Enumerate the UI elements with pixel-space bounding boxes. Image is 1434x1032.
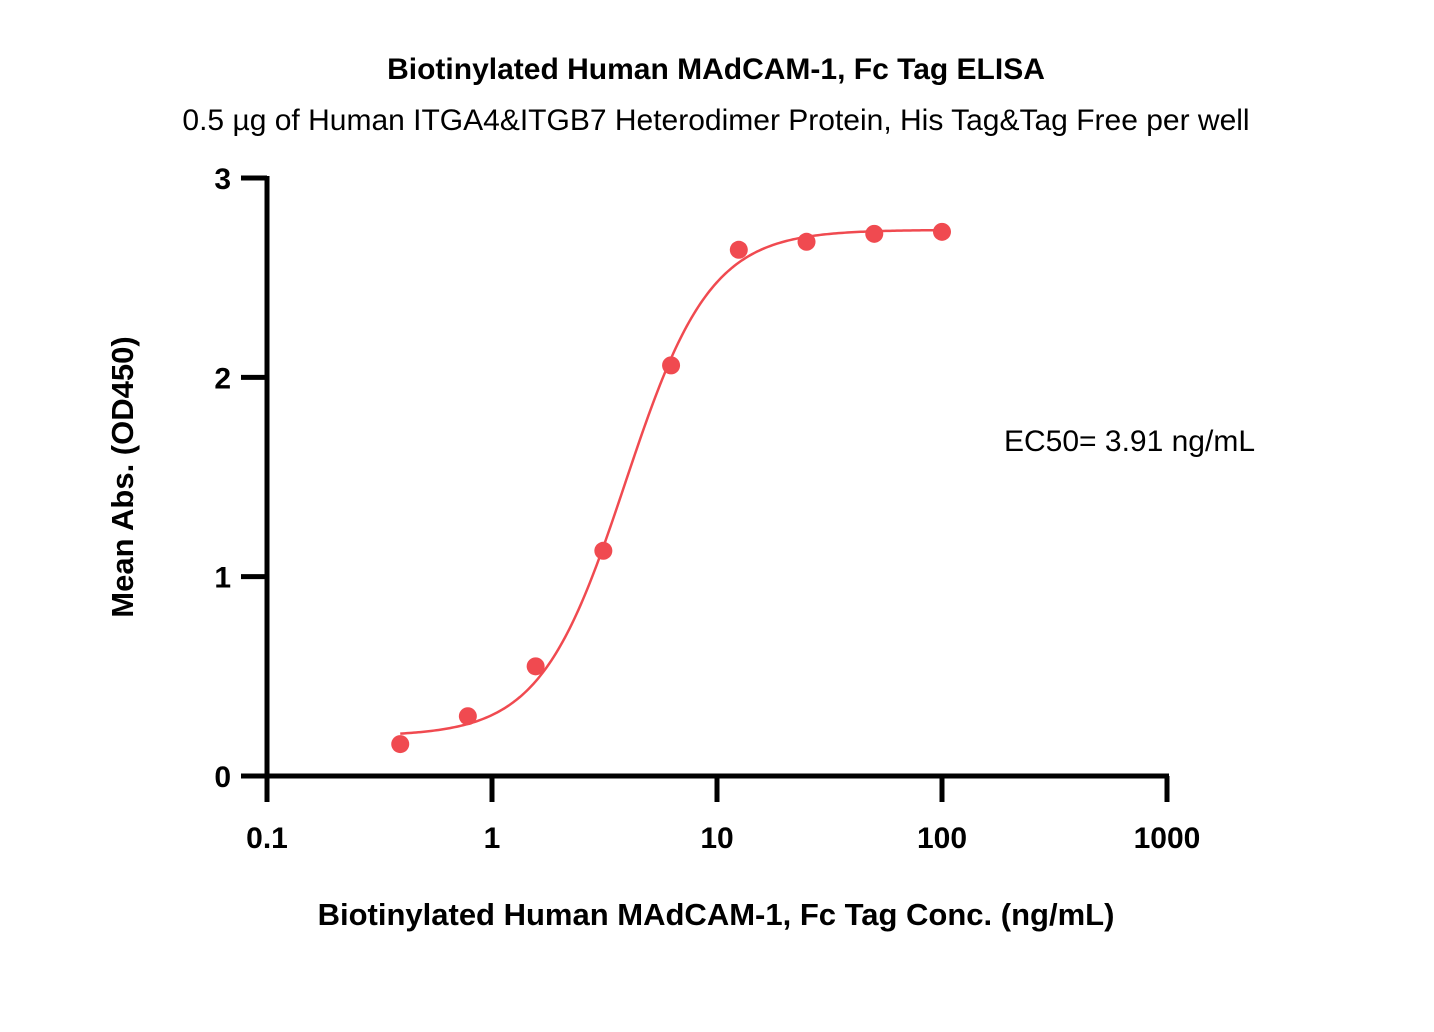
plot-area: 0 1 2 3 0.1 1 10 100 1000 bbox=[214, 163, 1200, 855]
ec50-annotation: EC50= 3.91 ng/mL bbox=[1004, 425, 1255, 458]
y-tick-label: 2 bbox=[214, 362, 231, 395]
x-tick-label: 1000 bbox=[1134, 822, 1201, 855]
data-point bbox=[391, 735, 410, 754]
y-tick-label: 3 bbox=[214, 163, 231, 196]
chart-subtitle: 0.5 µg of Human ITGA4&ITGB7 Heterodimer … bbox=[182, 104, 1249, 137]
data-point bbox=[594, 541, 613, 560]
x-tick-label: 1 bbox=[484, 822, 501, 855]
data-point bbox=[729, 240, 748, 259]
data-point bbox=[797, 232, 816, 251]
x-tick-label: 0.1 bbox=[246, 822, 288, 855]
data-points bbox=[391, 222, 951, 754]
x-tick-label: 10 bbox=[700, 822, 733, 855]
y-axis-label: Mean Abs. (OD450) bbox=[105, 336, 140, 617]
x-tick-label: 100 bbox=[917, 822, 967, 855]
chart-title: Biotinylated Human MAdCAM-1, Fc Tag ELIS… bbox=[387, 53, 1045, 86]
data-point bbox=[526, 657, 545, 676]
y-axis-ticks: 0 1 2 3 bbox=[214, 163, 267, 794]
y-tick-label: 1 bbox=[214, 562, 231, 595]
data-point bbox=[458, 707, 477, 726]
data-point bbox=[662, 356, 681, 375]
fit-curve bbox=[400, 228, 943, 735]
y-tick-label: 0 bbox=[214, 761, 231, 794]
x-axis-ticks: 0.1 1 10 100 1000 bbox=[246, 776, 1200, 855]
x-axis-label: Biotinylated Human MAdCAM-1, Fc Tag Conc… bbox=[318, 897, 1115, 932]
data-point bbox=[865, 224, 884, 243]
data-point bbox=[933, 222, 951, 241]
